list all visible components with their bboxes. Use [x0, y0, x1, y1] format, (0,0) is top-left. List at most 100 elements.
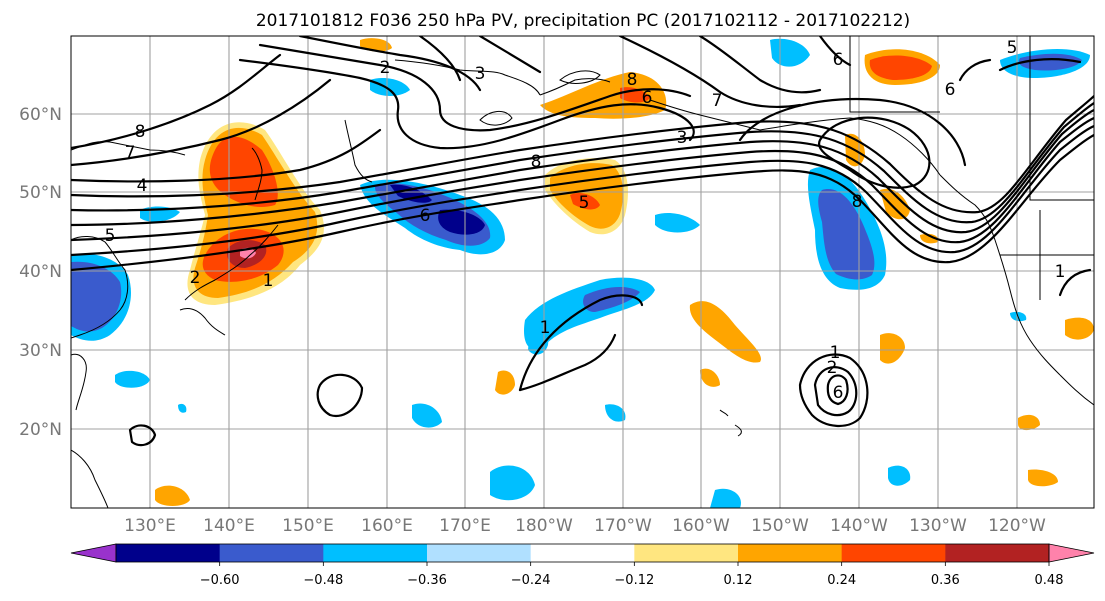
- contour-label: 6: [833, 50, 844, 70]
- contour-label: 2: [827, 358, 838, 378]
- shade-subtrop-pos: [700, 368, 720, 387]
- shade-nw-pacific-neg: [438, 209, 485, 235]
- shade-small-neg: [490, 465, 535, 501]
- shade-small-neg: [655, 213, 700, 233]
- contour-label: 8: [852, 192, 863, 212]
- shade-subtrop-pos: [155, 485, 190, 506]
- lon-tick-label: 150°E: [282, 516, 334, 536]
- colorbar-tick-label: −0.12: [614, 573, 654, 588]
- shade-small-neg: [710, 488, 741, 508]
- colorbar-segment: [116, 544, 221, 562]
- lon-tick-label: 130°E: [124, 516, 176, 536]
- lon-tick-label: 120°W: [988, 516, 1046, 536]
- contour-label: 5: [579, 193, 590, 213]
- colorbar-segment: [634, 544, 739, 562]
- colorbar-tick-label: 0.24: [827, 573, 856, 588]
- contour-label: 8: [135, 122, 146, 142]
- lon-tick-label: 150°W: [751, 516, 809, 536]
- contour-label: 4: [137, 176, 148, 196]
- contour-label: 3: [475, 64, 486, 84]
- lon-tick-label: 170°E: [439, 516, 491, 536]
- shade-subtrop-pos: [1018, 414, 1040, 431]
- graticule: [71, 36, 1094, 508]
- map-plot-area: 2 3 8 6 7 3 6 6 8 7 4 5 6 8 5 8 2 1 1 1 …: [71, 36, 1094, 508]
- contour-label: 6: [420, 206, 431, 226]
- colorbar-tick-label: 0.48: [1035, 573, 1064, 588]
- contour-label: 5: [1007, 38, 1018, 58]
- contour-label: 3: [677, 128, 688, 148]
- pv-contours: [71, 36, 1094, 447]
- contour-label: 8: [627, 70, 638, 90]
- lon-tick-label: 160°E: [361, 516, 413, 536]
- plot-frame: [70, 35, 1095, 509]
- contour-label: 5: [105, 226, 116, 246]
- colorbar-segment: [738, 544, 843, 562]
- shade-subtrop-pos: [689, 301, 761, 363]
- shade-nw-pacific-neg: [390, 184, 432, 203]
- shade-subtrop-pos: [880, 188, 910, 220]
- lat-tick-label: 50°N: [19, 183, 62, 203]
- colorbar-tick-label: −0.48: [303, 573, 343, 588]
- shade-small-neg: [412, 403, 442, 428]
- shade-japan-pos: [209, 136, 278, 207]
- contour-label: 8: [531, 152, 542, 172]
- contour-label: 1: [1055, 262, 1066, 282]
- shade-subtrop-neg: [583, 286, 640, 312]
- lat-tick-label: 20°N: [19, 420, 62, 440]
- colorbar-tick-label: −0.60: [200, 573, 240, 588]
- contour-label: 1: [830, 343, 841, 363]
- lat-tick-label: 30°N: [19, 341, 62, 361]
- contour-label: 7: [125, 143, 136, 163]
- colorbar-segment: [219, 544, 324, 562]
- lon-tick-label: 180°W: [515, 516, 573, 536]
- contour-label: 6: [642, 88, 653, 108]
- figure-title: 2017101812 F036 250 hPa PV, precipitatio…: [256, 11, 910, 31]
- shade-small-neg: [605, 404, 626, 422]
- contour-label: 6: [833, 383, 844, 403]
- shade-west-neg: [71, 261, 122, 332]
- shade-central-pos: [570, 193, 600, 210]
- shade-ne-neg: [1018, 53, 1082, 71]
- shade-subtrop-pos: [920, 233, 939, 244]
- colorbar-segment: [427, 544, 532, 562]
- colorbar-tick-label: −0.24: [511, 573, 551, 588]
- contour-label: 6: [945, 80, 956, 100]
- longitude-axis: 130°E 140°E 150°E 160°E 170°E 180°W 170°W 160°W…: [124, 516, 1046, 536]
- shade-subtrop-pos: [1065, 317, 1094, 340]
- colorbar-segment: [530, 544, 635, 562]
- latitude-axis: 60°N 50°N 40°N 30°N 20°N: [19, 105, 62, 440]
- lat-tick-label: 40°N: [19, 262, 62, 282]
- colorbar: −0.60 −0.48 −0.36 −0.24 −0.12 0.12 0.24 0.36 0.4…: [70, 543, 1095, 588]
- shade-ne-pos: [869, 55, 932, 80]
- colorbar-extend-high: [1048, 543, 1095, 563]
- shade-small-neg: [178, 403, 187, 413]
- colorbar-tick-label: 0.12: [724, 573, 753, 588]
- contour-labels: 2 3 8 6 7 3 6 6 8 7 4 5 6 8 5 8 2 1 1 1 …: [105, 38, 1066, 403]
- contour-label: 1: [263, 271, 274, 291]
- shade-subtrop-pos: [880, 333, 905, 364]
- colorbar-extend-low: [70, 543, 117, 563]
- shade-small-neg: [888, 465, 911, 486]
- shade-small-neg: [370, 78, 410, 96]
- contour-label: 7: [712, 91, 723, 111]
- lon-tick-label: 140°W: [830, 516, 888, 536]
- lat-tick-label: 60°N: [19, 105, 62, 125]
- colorbar-segment: [945, 544, 1050, 562]
- lon-tick-label: 170°W: [594, 516, 652, 536]
- contour-label: 1: [540, 318, 551, 338]
- colorbar-frame: [115, 543, 1050, 563]
- shade-goa-neg: [818, 189, 875, 280]
- colorbar-segment: [841, 544, 946, 562]
- shade-bering-pos: [540, 72, 667, 119]
- contour-label: 2: [380, 58, 391, 78]
- shade-subtrop-pos: [495, 370, 515, 395]
- colorbar-tick-label: −0.36: [407, 573, 447, 588]
- lon-tick-label: 160°W: [672, 516, 730, 536]
- shade-small-neg: [115, 370, 150, 388]
- shade-subtrop-pos: [1028, 469, 1058, 487]
- shade-subtrop-neg: [528, 328, 549, 355]
- colorbar-tick-label: 0.36: [931, 573, 960, 588]
- lon-tick-label: 130°W: [909, 516, 967, 536]
- lon-tick-label: 140°E: [203, 516, 255, 536]
